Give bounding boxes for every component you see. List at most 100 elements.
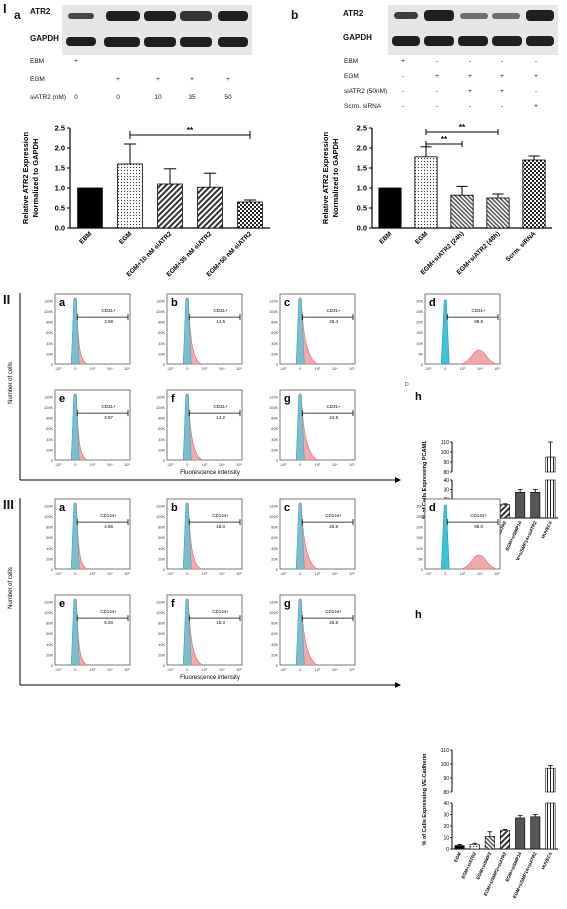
- histogram-y-tick: 120K: [44, 504, 53, 508]
- histogram-x-tick: 10³: [90, 668, 96, 672]
- condition-cell: +: [401, 58, 405, 65]
- bar: [450, 194, 474, 229]
- histogram-y-tick: 0: [51, 363, 53, 367]
- histogram-y-tick: 100K: [269, 406, 278, 410]
- condition-table-b: EBM + - - - - EGM - + + + + siATR2 (50nM) - - + + - Scrm. …: [344, 58, 564, 118]
- histogram-y-tick: 40K: [158, 643, 165, 647]
- y-tick-label: 0.0: [55, 224, 65, 233]
- histogram-y-tick: 100K: [269, 611, 278, 615]
- histogram-y-tick: 30K: [416, 299, 423, 303]
- histogram-x-tick: 10⁵: [349, 572, 355, 576]
- y-tick-label: 110: [441, 748, 449, 754]
- gate-marker: CD144+: [212, 609, 229, 614]
- y-tick-label: 80: [443, 790, 449, 796]
- bar: [522, 159, 546, 229]
- histogram-x-tick: 10⁴: [219, 367, 225, 371]
- panel-label: f: [171, 598, 175, 610]
- y-axis-title: % of Cells Expressing VE-Cadherin: [422, 753, 428, 846]
- panel-label: b: [171, 297, 178, 309]
- histogram-x-tick: 0: [186, 463, 188, 467]
- histogram-y-tick: 20K: [416, 321, 423, 325]
- histogram-x-tick: 0: [74, 668, 76, 672]
- histogram-y-tick: 80K: [158, 622, 165, 626]
- western-blot-b: [388, 5, 558, 55]
- histogram-x-tick: 0: [74, 572, 76, 576]
- y-tick-label: 100: [441, 450, 450, 456]
- histogram-x-tick: 10⁴: [477, 367, 483, 371]
- histogram-y-tick: 80K: [271, 622, 278, 626]
- histogram-y-tick: 40K: [158, 342, 165, 346]
- x-tick-label: EGM+50 nM siATR2: [206, 230, 254, 278]
- histogram-y-tick: 5K: [418, 557, 423, 561]
- histogram-x-tick: 10⁵: [236, 367, 242, 371]
- histogram-x-tick: 10⁵: [124, 668, 130, 672]
- histogram-y-tick: 80K: [46, 321, 53, 325]
- gate-marker: CD31+: [214, 404, 229, 409]
- histogram-x-tick: 10⁵: [124, 463, 130, 467]
- histogram-y-tick: 120K: [269, 299, 278, 303]
- bar: [237, 201, 263, 229]
- histogram-y-tick: 20K: [158, 557, 165, 561]
- y-tick-label: 1.0: [55, 184, 65, 193]
- histogram-x-tick: 10⁴: [107, 367, 113, 371]
- histogram-y-tick: 15K: [416, 536, 423, 540]
- condition-row-label: EGM: [30, 76, 45, 83]
- gate-marker: CD144+: [100, 609, 117, 614]
- condition-row-label: siATR2 (nM): [30, 94, 66, 101]
- y-axis-title-group: Relative ATR2 Expression Normalized to GA…: [21, 132, 40, 225]
- condition-cell: +: [190, 76, 194, 83]
- histogram-x-tick: -10³: [55, 668, 62, 672]
- histogram-y-tick: 5K: [418, 352, 423, 356]
- histogram-y-tick: 60K: [158, 536, 165, 540]
- condition-row-label: EGM: [344, 73, 359, 80]
- bar-chart-3h: 0 10 20 30 40 80 90 100 110 % of Cells Expressing…: [422, 748, 558, 899]
- x-tick-label: EGM: [118, 230, 133, 245]
- histogram-y-tick: 80K: [46, 526, 53, 530]
- histogram-x-tick: -10³: [280, 367, 287, 371]
- histogram-peak-control: [440, 299, 450, 365]
- histogram-y-tick: 100K: [156, 611, 165, 615]
- condition-cell: 50: [224, 94, 232, 101]
- gate-marker: CD31+: [327, 404, 342, 409]
- y-axis-title: % of Cells Expressing PCAM1: [422, 441, 428, 519]
- gate-percentage: 16.3: [216, 620, 225, 625]
- significance-label: **: [441, 135, 448, 144]
- histogram-y-tick: 25K: [416, 310, 423, 314]
- histogram-peak-control: [70, 394, 80, 461]
- gate-percentage: 25.4: [329, 319, 338, 324]
- y-tick-label: 30: [443, 488, 449, 494]
- bar: [378, 187, 402, 229]
- histogram-y-tick: 0: [163, 664, 165, 668]
- histogram-frame: [166, 594, 243, 666]
- y-axis-title: Normalized to GAPDH: [331, 139, 340, 218]
- histogram-y-tick: 40K: [46, 643, 53, 647]
- histogram-y-tick: 0: [276, 664, 278, 668]
- histogram-y-tick: 100K: [156, 406, 165, 410]
- blot-label-gapdh-a: GAPDH: [30, 34, 59, 43]
- condition-row-label: siATR2 (50nM): [344, 88, 388, 95]
- histogram-x-tick: 10⁵: [349, 463, 355, 467]
- histogram-x-tick: 10⁵: [349, 367, 355, 371]
- histogram-frame: [166, 498, 243, 570]
- histogram-y-tick: 20K: [158, 653, 165, 657]
- histogram-y-tick: 100K: [156, 310, 165, 314]
- panel-label: g: [284, 393, 291, 405]
- condition-cell: -: [401, 88, 405, 95]
- x-axis-title: Fluorescence intensity: [180, 470, 240, 476]
- y-axis-title-group: Number of cells: [8, 362, 14, 404]
- histogram-y-tick: 10K: [416, 342, 423, 346]
- histogram-y-tick: 60K: [271, 536, 278, 540]
- histogram-y-tick: 60K: [158, 331, 165, 335]
- histogram-y-tick: 100K: [44, 515, 53, 519]
- y-tick-label: 2.5: [55, 124, 65, 133]
- histogram-y-tick: 15K: [416, 331, 423, 335]
- histogram-y-tick: 120K: [269, 600, 278, 604]
- histogram-frame: [424, 498, 501, 570]
- histogram-y-tick: 20K: [46, 653, 53, 657]
- histogram-frame: [54, 293, 131, 365]
- histogram-peak-control: [70, 599, 80, 666]
- condition-cell: 0: [116, 94, 120, 101]
